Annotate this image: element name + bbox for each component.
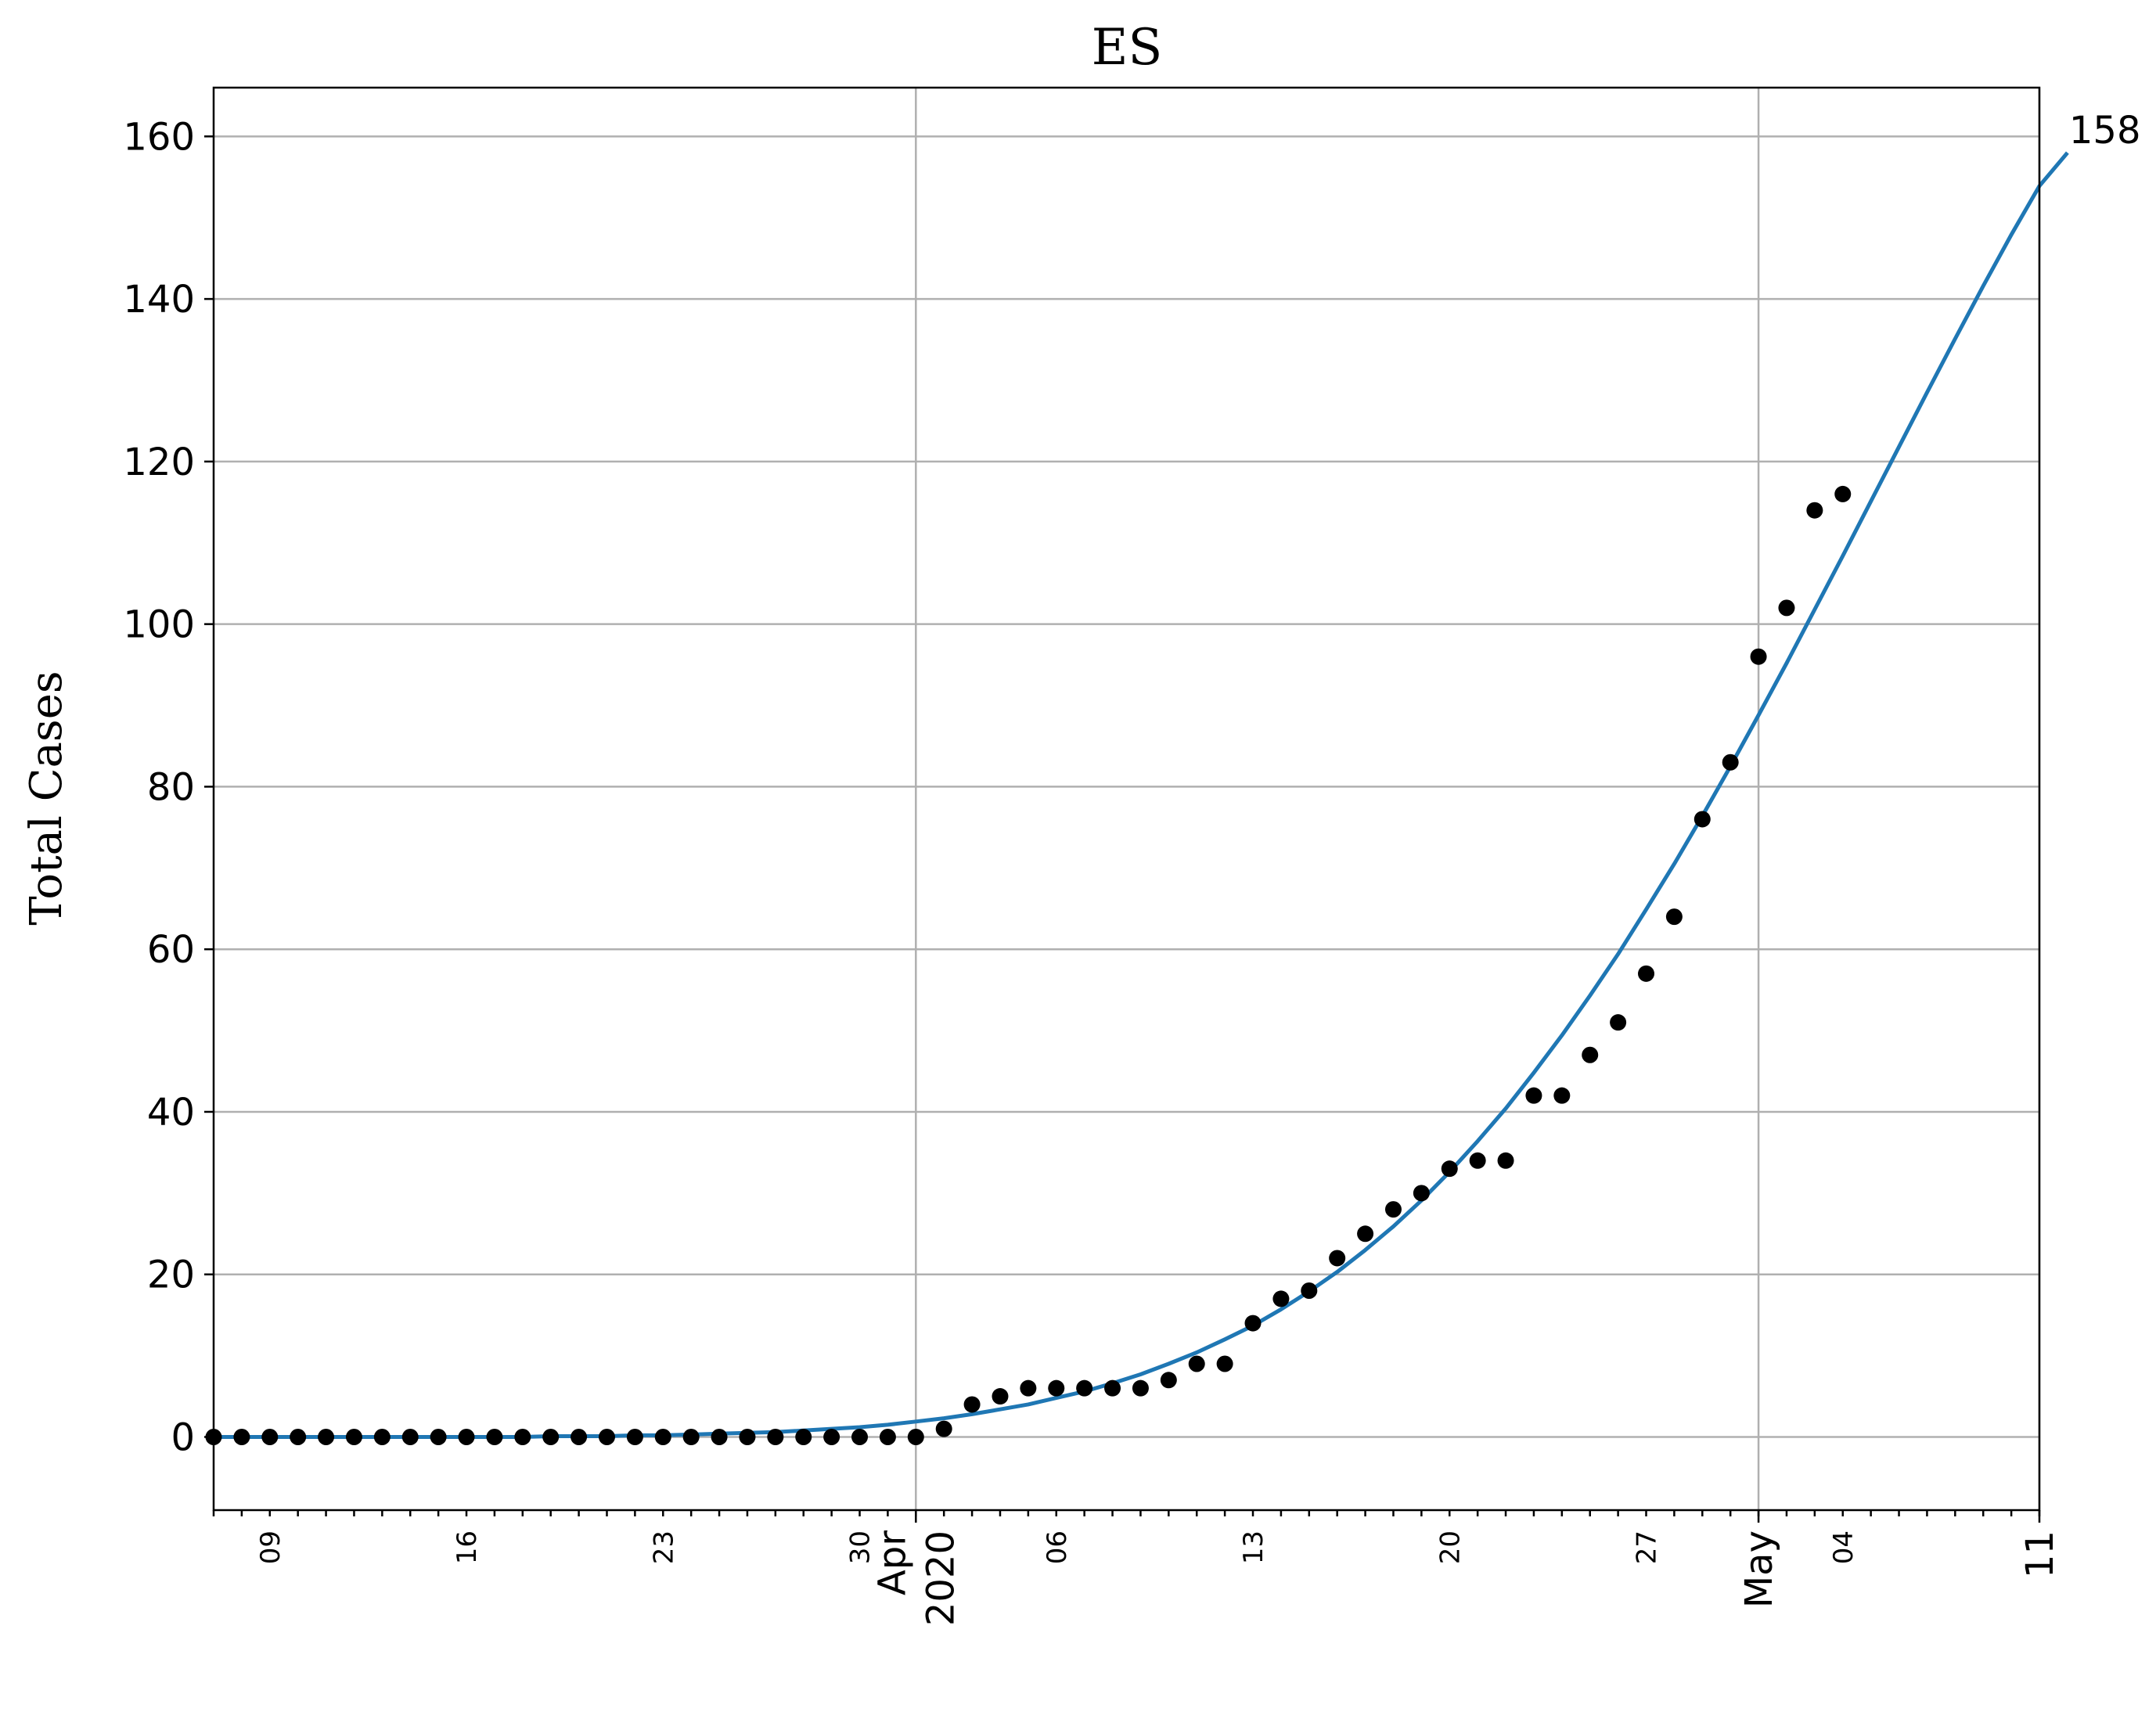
x-tick-label: May [1737,1530,1781,1608]
data-point [682,1429,700,1446]
data-point [1441,1160,1458,1178]
x-tick-label: 04 [1828,1530,1859,1564]
data-point [1104,1379,1121,1397]
x-axis-ticks: 09 16 23 30 06 13 20 27 04 Apr 2020 May 11 [212,1510,2062,1626]
data-point [1020,1379,1037,1397]
data-point [1272,1290,1290,1307]
grid-lines [214,88,2041,1510]
data-point [907,1429,924,1446]
y-tick-label: 100 [123,603,195,647]
data-point [290,1429,307,1446]
y-tick-label: 0 [171,1416,195,1460]
data-point [1497,1152,1514,1169]
data-point [739,1429,756,1446]
data-point [1582,1046,1599,1063]
x-tick-label: 23 [648,1530,679,1564]
x-tick-label: 09 [255,1530,286,1564]
data-point [1413,1185,1430,1202]
fit-curve [214,151,2069,1439]
data-point [542,1429,560,1446]
x-tick-label: 06 [1042,1530,1073,1564]
data-point [570,1429,588,1446]
data-point [654,1429,671,1446]
data-point [458,1429,475,1446]
data-point [1834,485,1852,502]
data-point [1778,599,1795,617]
data-point [486,1429,503,1446]
data-point [935,1420,952,1437]
data-point [626,1429,643,1446]
x-tick-label: 27 [1632,1530,1663,1564]
data-point [1216,1355,1233,1372]
x-tick-label: 20 [1434,1530,1466,1564]
data-point [1665,908,1683,926]
data-point [1357,1225,1374,1243]
x-tick-label: 2020 [919,1530,963,1626]
y-tick-label: 60 [147,928,195,972]
fit-line [214,151,2069,1439]
x-tick-label: 13 [1238,1530,1269,1564]
y-tick-label: 140 [123,278,195,322]
observed-points [205,485,1852,1446]
plot-frame [212,86,2041,1512]
y-tick-label: 20 [147,1253,195,1297]
data-point [963,1396,981,1413]
data-point [1132,1379,1149,1397]
data-point [233,1429,250,1446]
data-point [1301,1282,1318,1300]
x-tick-label: 30 [845,1530,876,1564]
data-point [1750,648,1767,665]
data-point [401,1429,419,1446]
data-point [767,1429,784,1446]
data-point [711,1429,728,1446]
data-point [1188,1355,1205,1372]
x-tick-label: 11 [2018,1530,2062,1578]
data-point [795,1429,812,1446]
x-tick-label: 16 [452,1530,483,1564]
data-point [598,1429,615,1446]
data-point [992,1388,1009,1405]
data-point [1525,1087,1542,1104]
data-point [261,1429,279,1446]
data-point [1076,1379,1093,1397]
data-point [373,1429,391,1446]
data-point [1244,1315,1262,1332]
chart-title: ES [1092,19,1163,77]
y-axis-ticks: 0 20 40 60 80 100 120 140 160 [123,115,214,1460]
y-axis-label: Total Cases [21,671,72,925]
data-point [879,1429,896,1446]
y-tick-label: 80 [147,765,195,809]
data-point [823,1429,840,1446]
data-point [1160,1372,1177,1389]
data-point [345,1429,362,1446]
data-point [1384,1201,1402,1218]
fit-end-value-label: 158 [2069,109,2141,153]
data-point [1722,753,1739,771]
data-point [514,1429,531,1446]
data-point [318,1429,335,1446]
x-tick-label: Apr [870,1530,914,1595]
data-point [851,1429,869,1446]
data-point [1469,1152,1486,1169]
data-point [1610,1014,1627,1031]
data-point [1553,1087,1571,1104]
data-point [430,1429,447,1446]
data-point [1693,811,1711,828]
data-point [1638,965,1655,982]
y-tick-label: 40 [147,1091,195,1135]
data-point [1048,1379,1065,1397]
y-tick-label: 160 [123,115,195,159]
data-point [1329,1250,1346,1267]
y-tick-label: 120 [123,441,195,484]
data-point [1806,502,1823,519]
